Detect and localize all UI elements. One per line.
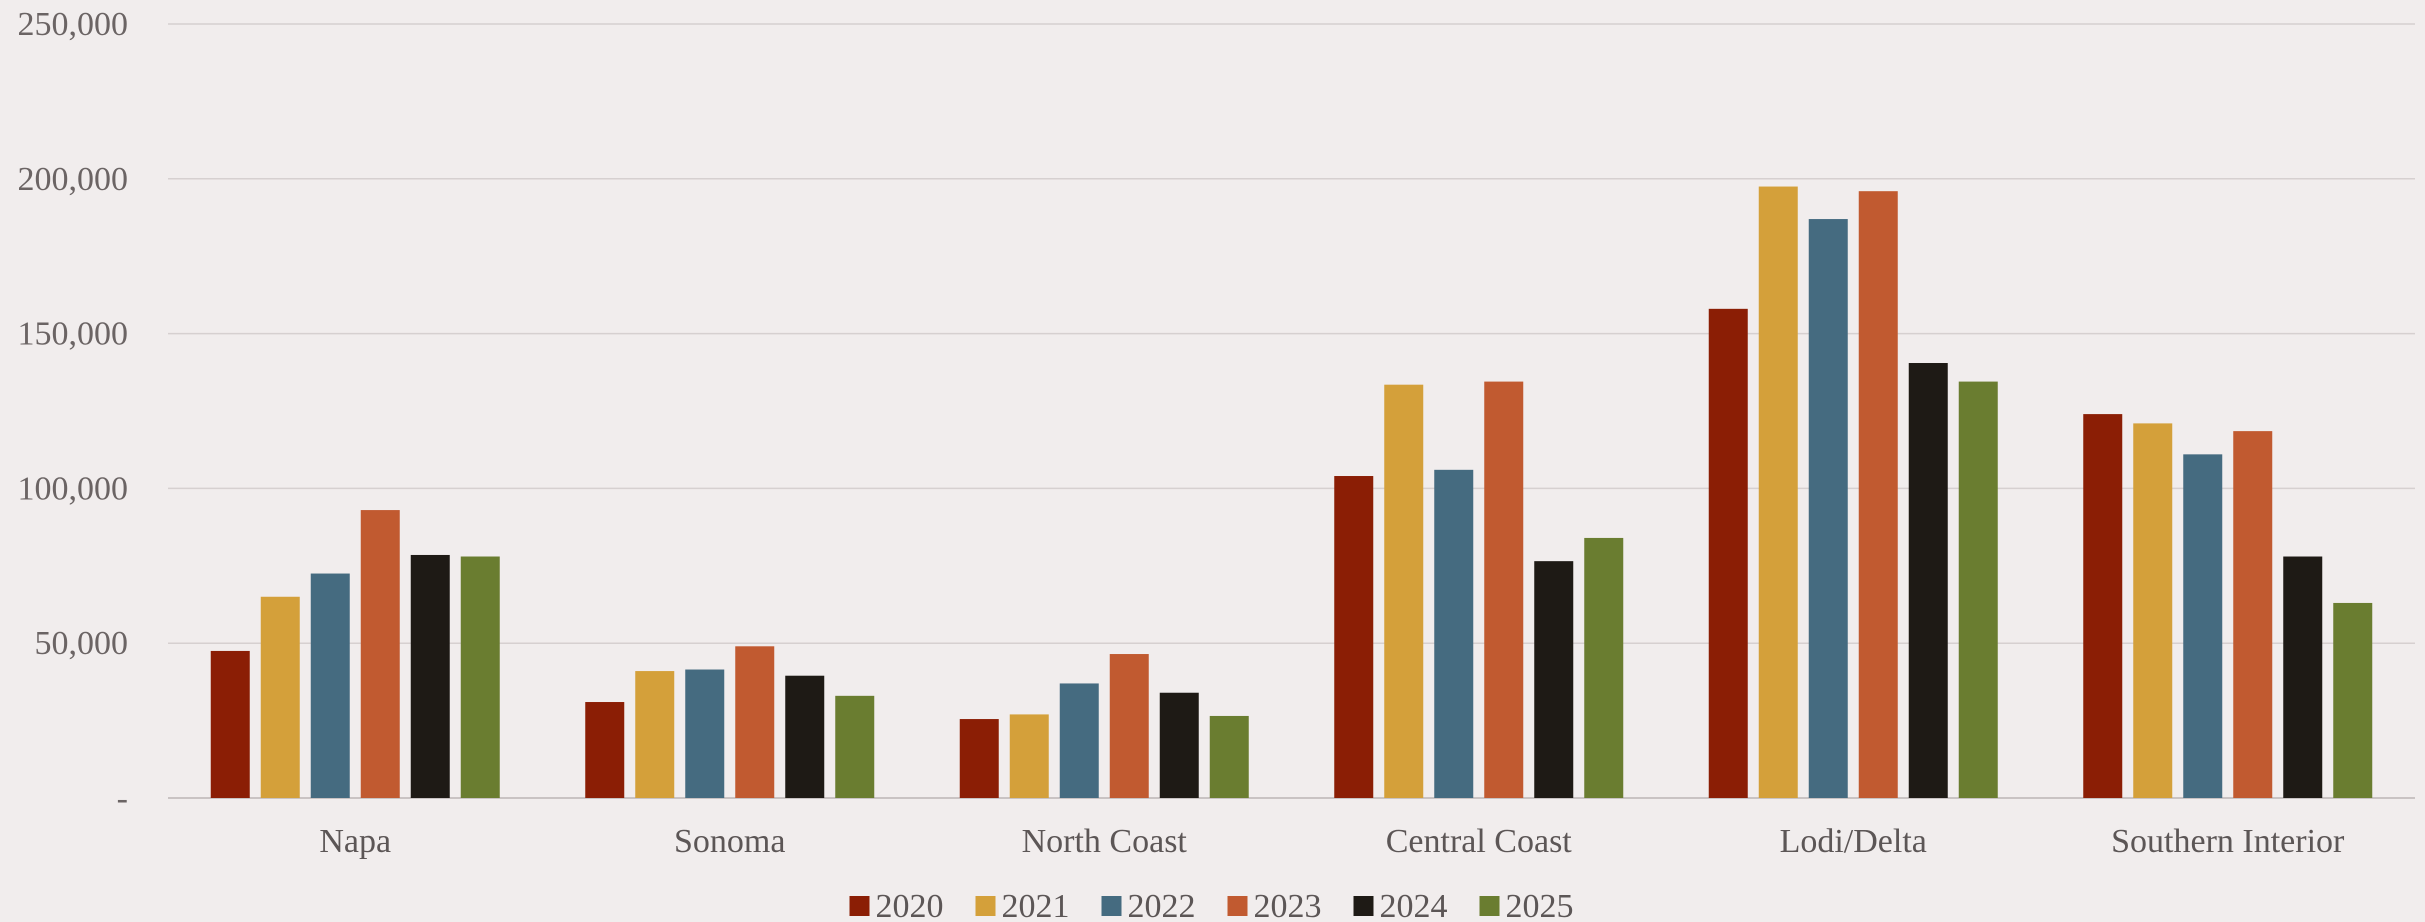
- x-axis: Napa Sonoma North Coast Central Coast Lodi/D…: [319, 823, 2345, 860]
- legend-swatch-2024: [1353, 896, 1374, 916]
- bar-2024-southern-interior: [2283, 556, 2323, 798]
- y-tick-label: 200,000: [18, 161, 129, 198]
- bar-2021-sonoma: [635, 671, 675, 798]
- legend-label-2020: 2020: [876, 888, 944, 922]
- legend-label-2025: 2025: [1506, 888, 1574, 922]
- bar-2020-napa: [210, 650, 250, 798]
- y-axis: - 50,000 100,000 150,000 200,000 250,000: [18, 6, 129, 817]
- y-tick-label: 100,000: [18, 470, 129, 507]
- legend-swatch-2022: [1101, 896, 1122, 916]
- bar-2025-central-coast: [1584, 537, 1624, 798]
- bar-2025-southern-interior: [2333, 602, 2373, 798]
- bar-2024-central-coast: [1534, 561, 1574, 798]
- bar-2020-north-coast: [959, 719, 999, 798]
- legend-swatch-2021: [975, 896, 996, 916]
- legend-swatch-2020: [849, 896, 870, 916]
- legend-label-2021: 2021: [1002, 888, 1070, 922]
- bar-2023-lodi-delta: [1858, 191, 1898, 798]
- bar-2022-north-coast: [1059, 683, 1099, 798]
- x-tick-label: Sonoma: [674, 823, 785, 860]
- bar-2025-sonoma: [835, 695, 875, 798]
- grid: [168, 23, 2415, 799]
- bar-2023-central-coast: [1484, 381, 1524, 798]
- x-tick-label: Napa: [319, 823, 391, 860]
- bar-2021-north-coast: [1009, 714, 1049, 798]
- bar-2024-sonoma: [785, 675, 825, 798]
- x-tick-label: Lodi/Delta: [1780, 823, 1927, 860]
- bar-2024-north-coast: [1159, 692, 1199, 798]
- bar-2025-lodi-delta: [1958, 381, 1998, 798]
- bar-2022-central-coast: [1434, 469, 1474, 798]
- bar-2021-napa: [260, 596, 300, 798]
- bar-2024-napa: [410, 554, 450, 798]
- bar-2021-lodi-delta: [1758, 186, 1798, 799]
- y-tick-label: -: [117, 780, 128, 817]
- x-tick-label: Southern Interior: [2111, 823, 2345, 860]
- legend: 2020 2021 2022 2023 2024 2025: [849, 888, 1574, 922]
- legend-swatch-2025: [1479, 896, 1500, 916]
- bar-2022-southern-interior: [2183, 454, 2223, 798]
- bar-2023-north-coast: [1109, 654, 1149, 798]
- legend-swatch-2023: [1227, 896, 1248, 916]
- y-tick-label: 250,000: [18, 6, 129, 43]
- bars: [210, 186, 2373, 799]
- bar-2020-lodi-delta: [1708, 308, 1748, 798]
- legend-label-2022: 2022: [1128, 888, 1196, 922]
- bar-2025-napa: [460, 556, 500, 798]
- bar-2022-sonoma: [685, 669, 725, 798]
- x-tick-label: North Coast: [1022, 823, 1188, 860]
- bar-2022-napa: [310, 573, 350, 798]
- bar-2024-lodi-delta: [1908, 363, 1948, 798]
- legend-label-2023: 2023: [1254, 888, 1322, 922]
- bar-2023-sonoma: [735, 646, 775, 798]
- bar-2022-lodi-delta: [1808, 219, 1848, 799]
- bar-2023-southern-interior: [2233, 431, 2273, 798]
- bar-2023-napa: [360, 510, 400, 798]
- bar-2020-central-coast: [1334, 476, 1374, 798]
- bar-2020-southern-interior: [2083, 414, 2123, 798]
- bar-2021-southern-interior: [2133, 423, 2173, 798]
- bar-2020-sonoma: [585, 702, 625, 798]
- bar-2025-north-coast: [1209, 715, 1249, 798]
- x-tick-label: Central Coast: [1386, 823, 1573, 860]
- bar-2021-central-coast: [1384, 384, 1424, 798]
- y-tick-label: 150,000: [18, 316, 129, 353]
- y-tick-label: 50,000: [35, 625, 129, 662]
- legend-label-2024: 2024: [1380, 888, 1448, 922]
